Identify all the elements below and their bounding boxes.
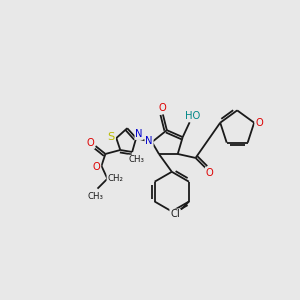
Text: N: N — [145, 136, 153, 146]
Text: O: O — [93, 162, 101, 172]
Text: O: O — [87, 138, 94, 148]
Text: N: N — [135, 129, 143, 139]
Text: HO: HO — [185, 111, 200, 121]
Text: Cl: Cl — [170, 209, 180, 219]
Text: S: S — [108, 132, 115, 142]
Text: CH₃: CH₃ — [128, 155, 144, 164]
Text: CH₃: CH₃ — [88, 192, 103, 201]
Text: O: O — [158, 103, 166, 113]
Text: O: O — [206, 168, 213, 178]
Text: CH₂: CH₂ — [107, 174, 123, 183]
Text: O: O — [255, 118, 263, 128]
